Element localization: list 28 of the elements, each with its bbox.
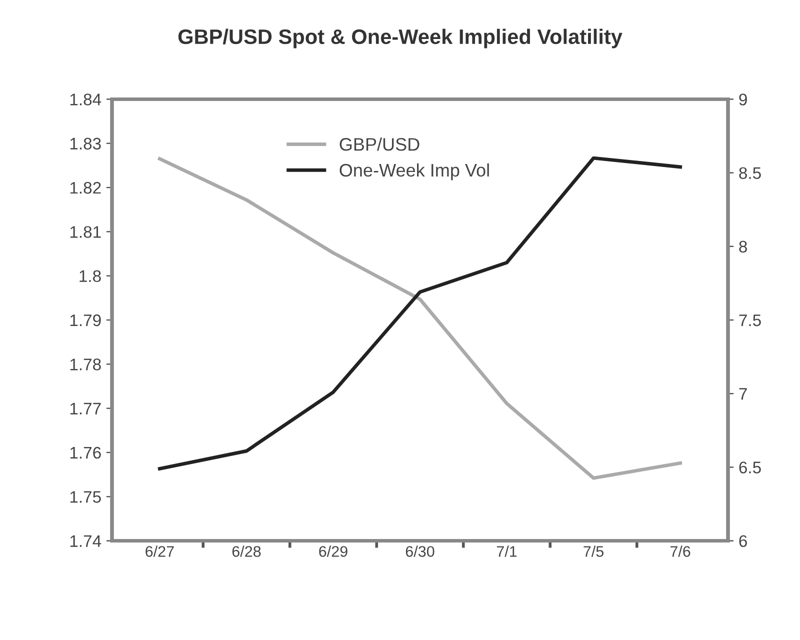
y-tick-label: 1.83: [70, 138, 101, 150]
y-tick-label: 1.74: [70, 535, 102, 547]
y-tick-label: 1.79: [70, 314, 101, 326]
y-tick-label: 1.8: [80, 270, 101, 282]
y2-tick-label: 8: [739, 240, 747, 253]
y2-tick-label: 9: [739, 94, 747, 106]
y-tick-label: 1.78: [70, 358, 101, 370]
y-tick-label: 1.81: [70, 226, 101, 238]
y2-tick-label: 8.5: [739, 167, 761, 180]
legend-label: One-Week Imp Vol: [340, 163, 489, 180]
chart-title: GBP/USD Spot & One-Week Implied Volatility: [178, 28, 622, 48]
y-tick-label: 1.76: [70, 446, 101, 459]
y2-tick-label: 7: [739, 388, 747, 400]
y2-tick-label: 6.5: [739, 462, 761, 474]
x-tick-label: 7/6: [670, 546, 690, 557]
y2-tick-label: 6: [739, 535, 747, 548]
x-tick-label: 6/30: [406, 546, 434, 557]
x-tick-label: 6/29: [319, 546, 348, 557]
legend-label: GBP/USD: [340, 138, 420, 151]
y-tick-label: 1.84: [70, 94, 102, 106]
y-tick-label: 1.82: [70, 182, 101, 194]
y2-tick-label: 7.5: [739, 314, 761, 326]
y-tick-label: 1.75: [70, 491, 101, 503]
x-tick-label: 6/28: [232, 546, 261, 557]
x-tick-label: 7/1: [496, 546, 517, 557]
x-tick-label: 6/27: [146, 546, 174, 557]
x-tick-label: 7/5: [584, 546, 604, 557]
y-tick-label: 1.77: [70, 402, 101, 414]
